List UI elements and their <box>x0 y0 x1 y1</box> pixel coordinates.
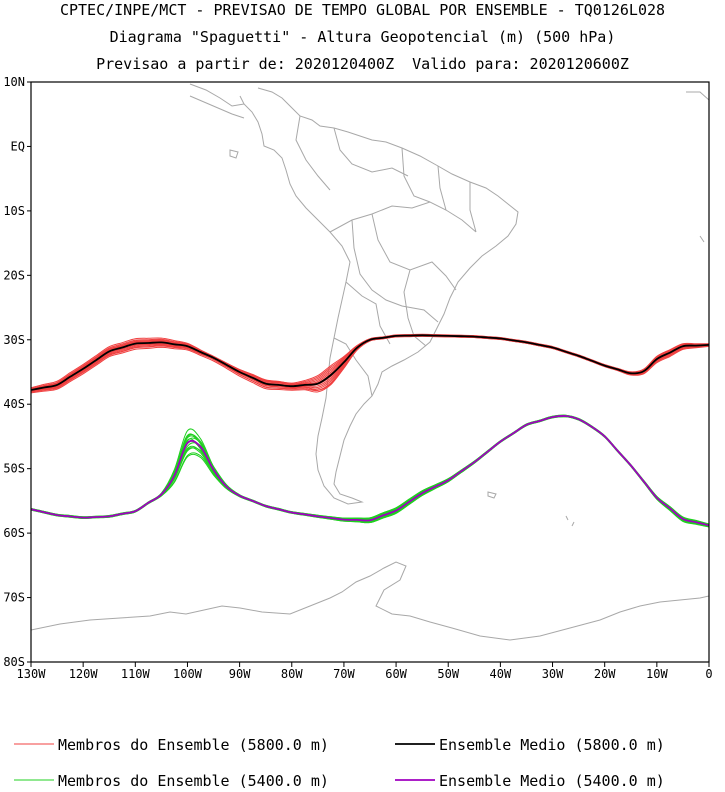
x-tick-label: 90W <box>229 667 251 681</box>
x-tick-label: 50W <box>437 667 459 681</box>
member-5800-line-8 <box>31 334 709 390</box>
x-tick-label: 120W <box>69 667 99 681</box>
x-tick-label: 110W <box>121 667 151 681</box>
x-tick-label: 100W <box>173 667 203 681</box>
axes: 130W 120W 110W 100W 90W 80W 70W 60W 50W 40W 30W 20W… <box>3 75 712 681</box>
x-tick-label: 130W <box>17 667 47 681</box>
central-america-coastline <box>189 83 245 119</box>
member-5400-line-8 <box>31 416 709 526</box>
title-line-2: Diagrama "Spaguetti" - Altura Geopotenci… <box>109 28 616 46</box>
y-tick-label: 10S <box>3 204 25 218</box>
y-tick-label: 30S <box>3 333 25 347</box>
country-borders <box>295 115 477 397</box>
member-5400-line-12 <box>31 415 709 527</box>
legend-label-3: Membros do Ensemble (5400.0 m) <box>58 772 329 790</box>
x-tick-label: 30W <box>542 667 564 681</box>
member-5400-line-5 <box>31 415 709 527</box>
member-5400-line-6 <box>31 414 709 525</box>
y-tick-label: EQ <box>11 139 25 153</box>
plot-frame <box>30 81 710 663</box>
legend: Membros do Ensemble (5800.0 m) Ensemble M… <box>14 736 665 790</box>
mean-5800-line <box>31 334 709 391</box>
legend-label-1: Membros do Ensemble (5800.0 m) <box>58 736 329 754</box>
y-tick-label: 60S <box>3 526 25 540</box>
y-tick-label: 50S <box>3 462 25 476</box>
ensemble-means <box>31 334 709 527</box>
member-5400-line-4 <box>31 414 709 525</box>
south-america-coastline <box>239 87 519 505</box>
y-tick-label: 10N <box>3 75 25 89</box>
x-tick-label: 60W <box>385 667 407 681</box>
member-5400-line-11 <box>31 414 709 526</box>
coastline-map <box>31 83 709 641</box>
mean-5400-line <box>31 415 709 527</box>
y-tick-label: 40S <box>3 397 25 411</box>
title-line-1: CPTEC/INPE/MCT - PREVISAO DE TEMPO GLOBA… <box>59 1 666 19</box>
x-tick-label: 10W <box>646 667 668 681</box>
x-tick-label: 20W <box>594 667 616 681</box>
member-5400-line-13 <box>31 414 709 525</box>
islands <box>229 91 709 527</box>
member-5400-line-10 <box>31 415 709 528</box>
y-tick-label: 80S <box>3 655 25 669</box>
x-tick-label: 80W <box>281 667 303 681</box>
title-line-3: Previsao a partir de: 2020120400Z Valido… <box>96 55 629 73</box>
antarctica-coastline <box>31 561 709 641</box>
y-tick-label: 70S <box>3 591 25 605</box>
member-5400-line-1 <box>31 416 709 528</box>
member-5800-line-14 <box>31 335 709 391</box>
member-5400-line-2 <box>31 415 709 526</box>
x-tick-label: 40W <box>490 667 512 681</box>
legend-label-2: Ensemble Medio (5800.0 m) <box>439 736 665 754</box>
member-5400-line-14 <box>31 415 709 527</box>
legend-label-4: Ensemble Medio (5400.0 m) <box>439 772 665 790</box>
member-5400-line-3 <box>31 415 709 527</box>
y-tick-label: 20S <box>3 268 25 282</box>
x-tick-label: 0 <box>705 667 712 681</box>
member-5400-line-9 <box>31 415 709 526</box>
member-5400-line-7 <box>31 415 709 527</box>
ensemble-members <box>31 333 709 528</box>
x-tick-label: 70W <box>333 667 355 681</box>
